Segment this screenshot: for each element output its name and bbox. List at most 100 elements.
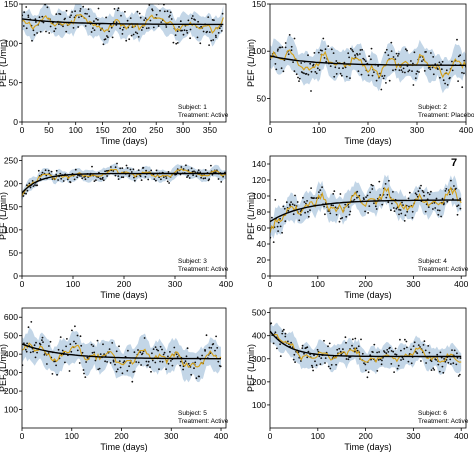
data-point (166, 10, 169, 13)
data-point (307, 54, 309, 57)
data-point (310, 187, 312, 190)
data-point (159, 345, 162, 348)
data-point (306, 346, 309, 349)
data-point (456, 357, 459, 359)
data-point (111, 36, 114, 39)
data-point (112, 360, 115, 363)
data-point (284, 220, 287, 223)
y-tick-label: 100 (252, 191, 266, 201)
data-point (126, 19, 129, 22)
data-point (162, 353, 165, 356)
data-point (362, 57, 365, 60)
data-point (26, 184, 28, 187)
y-tick-label: 140 (252, 159, 266, 169)
data-point (442, 79, 445, 82)
data-point (438, 370, 441, 373)
data-point (34, 356, 37, 359)
data-point (354, 54, 356, 57)
data-point (154, 361, 157, 364)
data-point (327, 45, 330, 47)
data-point (78, 16, 80, 19)
data-point (121, 28, 124, 31)
data-point (287, 209, 290, 212)
x-tick-label: 0 (20, 279, 25, 289)
data-point (192, 174, 195, 177)
data-point (98, 367, 101, 370)
data-point (132, 33, 135, 36)
data-point (398, 69, 401, 72)
y-tick-label: 100 (252, 400, 266, 410)
data-point (324, 362, 326, 364)
data-point (390, 209, 392, 212)
data-point (363, 198, 365, 201)
data-point (319, 363, 322, 366)
data-point (137, 349, 139, 351)
data-point (351, 344, 353, 347)
data-point (128, 365, 131, 368)
data-point (443, 358, 445, 360)
data-point (451, 69, 454, 72)
data-point (106, 361, 108, 363)
data-point (303, 201, 306, 203)
data-point (294, 194, 296, 197)
data-point (459, 357, 462, 359)
data-point (425, 51, 427, 53)
data-point (287, 340, 289, 343)
data-point (137, 169, 140, 172)
data-point (93, 20, 95, 23)
data-point (103, 353, 105, 355)
data-point (104, 170, 106, 173)
data-point (157, 25, 160, 27)
data-point (77, 26, 80, 28)
data-point (385, 48, 388, 51)
data-point (23, 342, 25, 345)
data-point (285, 201, 288, 204)
data-point (435, 197, 438, 200)
data-point (136, 10, 139, 13)
data-point (125, 39, 128, 42)
data-point (172, 41, 175, 44)
data-point (187, 19, 190, 22)
data-point (34, 18, 37, 21)
data-point (188, 177, 191, 179)
data-point (421, 60, 423, 63)
data-point (194, 361, 197, 364)
data-point (99, 353, 102, 355)
data-point (379, 358, 382, 361)
data-point (446, 84, 449, 86)
data-point (447, 361, 450, 364)
data-point (175, 42, 178, 45)
data-point (438, 61, 441, 64)
data-point (349, 47, 352, 50)
data-point (393, 371, 395, 373)
data-point (179, 20, 182, 23)
data-point (369, 354, 372, 356)
data-point (342, 67, 344, 70)
data-point (453, 185, 455, 187)
data-point (195, 377, 198, 380)
data-point (43, 353, 46, 356)
data-point (166, 180, 169, 183)
data-point (48, 345, 50, 347)
data-point (150, 169, 153, 172)
chart-panel-5: 0 100 200 300 400 100 200 300 400 500 600 Time (day… (0, 307, 229, 452)
data-point (185, 355, 188, 358)
data-point (385, 196, 388, 199)
data-point (140, 364, 143, 366)
data-point (215, 36, 217, 38)
data-point (348, 56, 350, 59)
data-point (347, 358, 350, 361)
data-point (214, 171, 217, 174)
data-point (116, 368, 119, 371)
data-point (147, 178, 150, 181)
treatment-annotation: Treatment: Active (178, 418, 229, 425)
data-point (28, 182, 31, 185)
data-point (78, 174, 81, 177)
data-point (450, 363, 452, 365)
data-point (394, 347, 397, 350)
data-point (186, 176, 188, 179)
data-point (290, 201, 292, 204)
data-point (293, 204, 296, 207)
y-tick-label: 200 (4, 386, 18, 396)
data-point (176, 30, 179, 33)
